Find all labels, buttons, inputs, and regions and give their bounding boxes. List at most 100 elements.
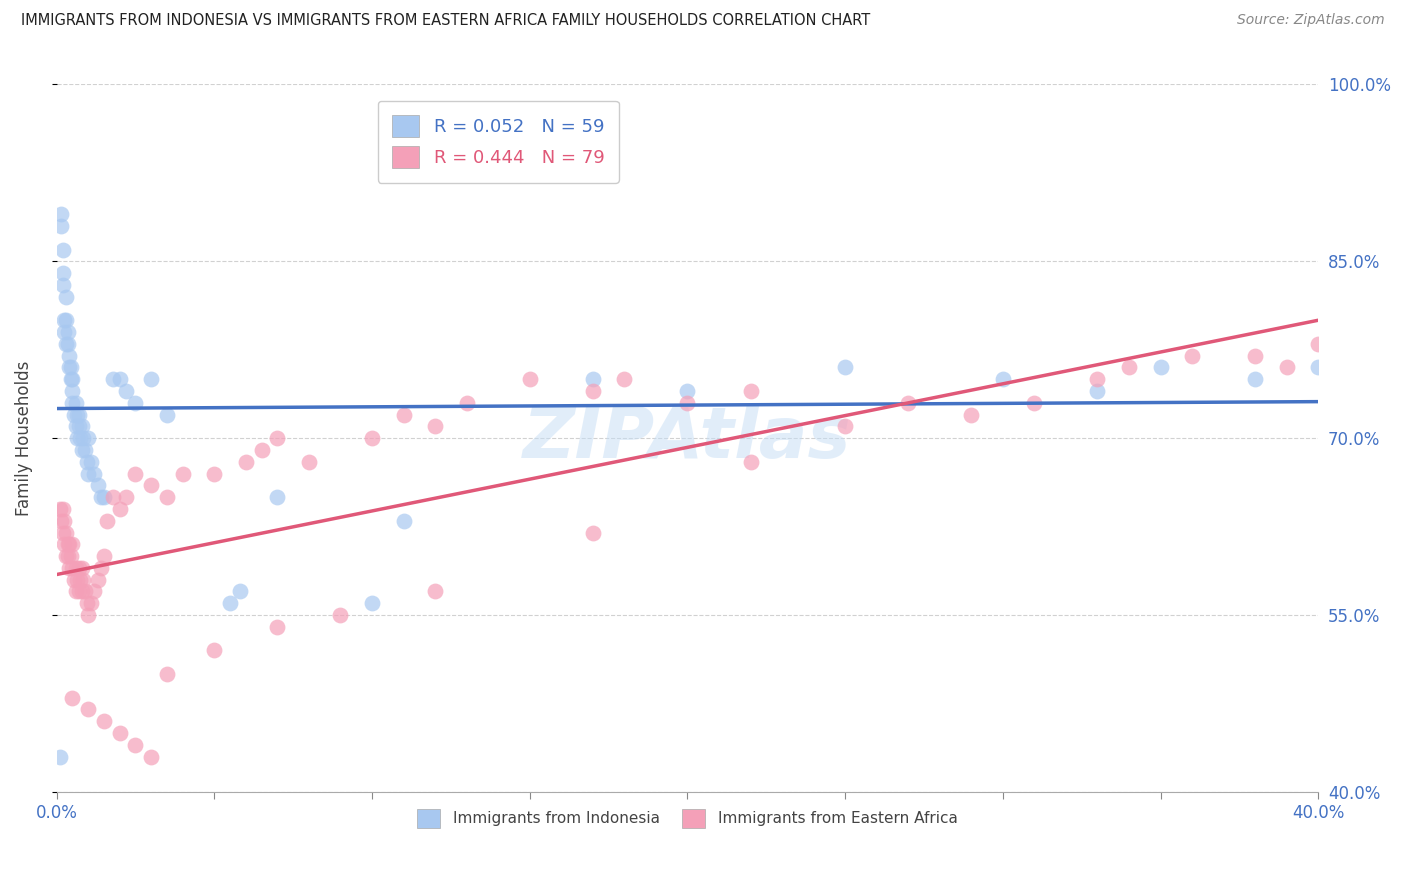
Point	[65, 396, 87, 410]
Point	[72, 431, 94, 445]
Point	[52, 243, 75, 257]
Point	[80, 596, 103, 610]
Point	[266, 620, 288, 634]
Point	[66, 431, 89, 445]
Point	[582, 372, 605, 386]
Point	[361, 431, 384, 445]
Point	[63, 573, 86, 587]
Point	[991, 372, 1014, 386]
Point	[250, 442, 273, 457]
Point	[897, 396, 920, 410]
Point	[72, 573, 94, 587]
Point	[58, 537, 80, 551]
Point	[1244, 372, 1267, 386]
Point	[172, 467, 194, 481]
Point	[124, 467, 146, 481]
Point	[141, 372, 163, 386]
Point	[56, 325, 79, 339]
Point	[60, 384, 83, 398]
Point	[60, 396, 83, 410]
Point	[53, 313, 76, 327]
Legend: Immigrants from Indonesia, Immigrants from Eastern Africa: Immigrants from Indonesia, Immigrants fr…	[412, 803, 963, 834]
Point	[141, 749, 163, 764]
Point	[70, 442, 93, 457]
Point	[51, 219, 73, 233]
Point	[266, 431, 288, 445]
Point	[1087, 372, 1109, 386]
Point	[392, 514, 415, 528]
Point	[73, 442, 96, 457]
Point	[60, 561, 83, 575]
Point	[63, 408, 86, 422]
Point	[66, 408, 89, 422]
Point	[65, 584, 87, 599]
Point	[73, 584, 96, 599]
Point	[834, 419, 856, 434]
Point	[83, 584, 105, 599]
Point	[93, 714, 115, 729]
Point	[156, 408, 179, 422]
Point	[69, 431, 91, 445]
Point	[53, 514, 76, 528]
Point	[298, 455, 321, 469]
Point	[740, 455, 762, 469]
Point	[70, 561, 93, 575]
Point	[202, 467, 225, 481]
Point	[83, 467, 105, 481]
Text: Source: ZipAtlas.com: Source: ZipAtlas.com	[1237, 13, 1385, 28]
Point	[86, 573, 108, 587]
Point	[1024, 396, 1046, 410]
Point	[67, 419, 90, 434]
Point	[55, 313, 77, 327]
Point	[108, 726, 131, 740]
Point	[67, 408, 90, 422]
Point	[55, 549, 77, 563]
Point	[55, 290, 77, 304]
Y-axis label: Family Households: Family Households	[15, 360, 32, 516]
Point	[60, 690, 83, 705]
Point	[1149, 360, 1171, 375]
Point	[53, 325, 76, 339]
Point	[58, 360, 80, 375]
Point	[202, 643, 225, 657]
Point	[582, 525, 605, 540]
Point	[77, 431, 100, 445]
Point	[59, 372, 82, 386]
Point	[103, 372, 125, 386]
Point	[1308, 360, 1330, 375]
Point	[56, 549, 79, 563]
Point	[52, 525, 75, 540]
Point	[67, 584, 90, 599]
Point	[52, 502, 75, 516]
Point	[58, 349, 80, 363]
Point	[960, 408, 983, 422]
Point	[103, 490, 125, 504]
Point	[115, 384, 138, 398]
Point	[56, 537, 79, 551]
Point	[65, 561, 87, 575]
Point	[53, 537, 76, 551]
Point	[90, 490, 112, 504]
Point	[90, 561, 112, 575]
Point	[834, 360, 856, 375]
Point	[115, 490, 138, 504]
Point	[141, 478, 163, 492]
Point	[124, 738, 146, 752]
Point	[77, 467, 100, 481]
Point	[86, 478, 108, 492]
Point	[52, 277, 75, 292]
Point	[423, 419, 446, 434]
Point	[108, 502, 131, 516]
Point	[59, 549, 82, 563]
Point	[96, 514, 118, 528]
Point	[51, 207, 73, 221]
Point	[58, 561, 80, 575]
Point	[676, 396, 699, 410]
Point	[77, 608, 100, 623]
Point	[219, 596, 242, 610]
Point	[49, 749, 72, 764]
Point	[392, 408, 415, 422]
Point	[228, 584, 250, 599]
Point	[456, 396, 478, 410]
Point	[56, 336, 79, 351]
